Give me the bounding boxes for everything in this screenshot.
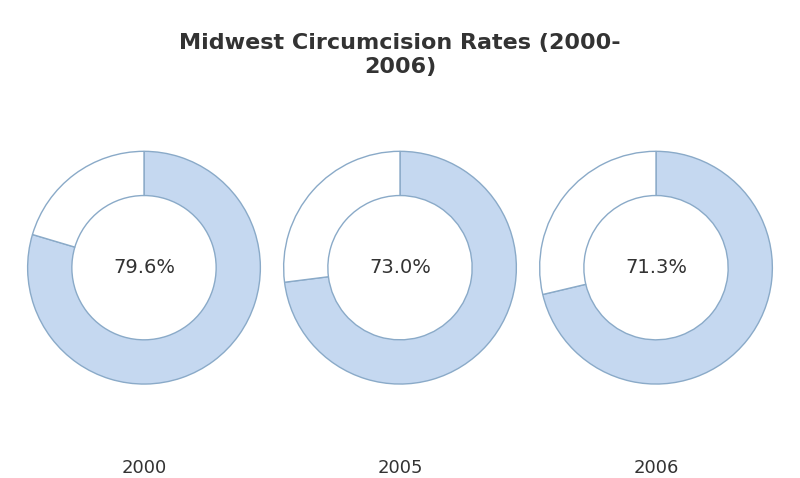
Text: 79.6%: 79.6% bbox=[113, 258, 175, 277]
Wedge shape bbox=[542, 152, 772, 384]
Wedge shape bbox=[28, 152, 260, 384]
Text: 2000: 2000 bbox=[122, 459, 166, 477]
Wedge shape bbox=[33, 152, 144, 247]
Text: 73.0%: 73.0% bbox=[369, 258, 431, 277]
Wedge shape bbox=[284, 152, 400, 282]
Text: 2005: 2005 bbox=[378, 459, 422, 477]
Wedge shape bbox=[540, 152, 656, 294]
Text: Midwest Circumcision Rates (2000-
2006): Midwest Circumcision Rates (2000- 2006) bbox=[179, 33, 621, 76]
Wedge shape bbox=[285, 152, 516, 384]
Text: 2006: 2006 bbox=[634, 459, 678, 477]
Text: 71.3%: 71.3% bbox=[625, 258, 687, 277]
